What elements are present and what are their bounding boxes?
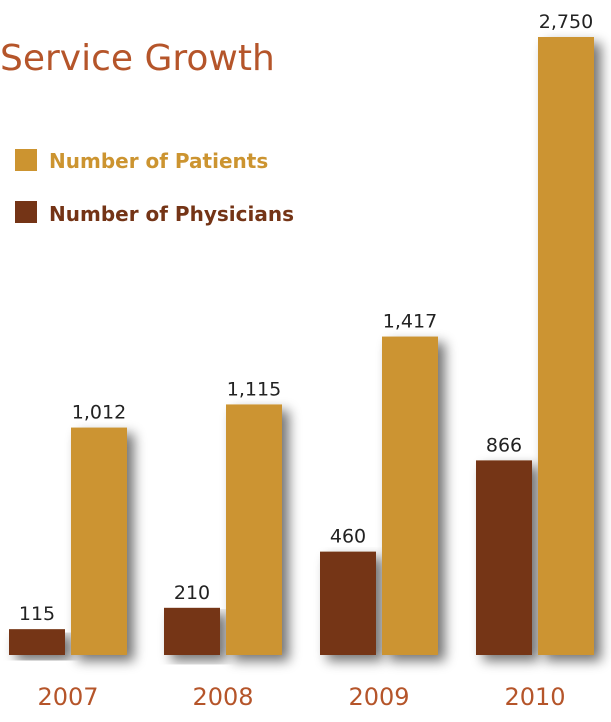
value-labels-group: 115 1,012 210 1,115 460 1,417 866 2,750 xyxy=(19,11,593,625)
bar-physicians-2007 xyxy=(9,629,65,655)
value-label-patients-2010: 2,750 xyxy=(539,11,593,33)
bars-group xyxy=(9,37,594,655)
bar-patients-2009 xyxy=(382,336,438,655)
bar-patients-2010 xyxy=(538,37,594,655)
bar-physicians-2010 xyxy=(476,460,532,655)
x-tick-label-2010: 2010 xyxy=(504,683,565,711)
legend-label-patients: Number of Patients xyxy=(49,149,268,173)
x-tick-label-2008: 2008 xyxy=(192,683,253,711)
value-label-patients-2007: 1,012 xyxy=(72,402,126,424)
value-label-physicians-2008: 210 xyxy=(174,582,210,604)
chart-title: Service Growth xyxy=(0,38,275,79)
x-tick-labels: 2007 2008 2009 2010 xyxy=(37,683,565,711)
bar-patients-2007 xyxy=(71,427,127,655)
value-label-physicians-2007: 115 xyxy=(19,603,55,625)
legend: Number of Patients Number of Physicians xyxy=(15,149,294,226)
x-tick-label-2009: 2009 xyxy=(348,683,409,711)
legend-swatch-physicians xyxy=(15,201,37,223)
bar-physicians-2008 xyxy=(164,607,220,655)
bar-physicians-2009 xyxy=(320,551,376,655)
legend-label-physicians: Number of Physicians xyxy=(49,202,294,226)
x-tick-label-2007: 2007 xyxy=(37,683,98,711)
value-label-physicians-2010: 866 xyxy=(486,434,522,456)
bar-patients-2008 xyxy=(226,404,282,655)
value-label-patients-2009: 1,417 xyxy=(383,311,437,333)
legend-swatch-patients xyxy=(15,149,37,171)
value-label-patients-2008: 1,115 xyxy=(227,378,281,400)
value-label-physicians-2009: 460 xyxy=(330,526,366,548)
